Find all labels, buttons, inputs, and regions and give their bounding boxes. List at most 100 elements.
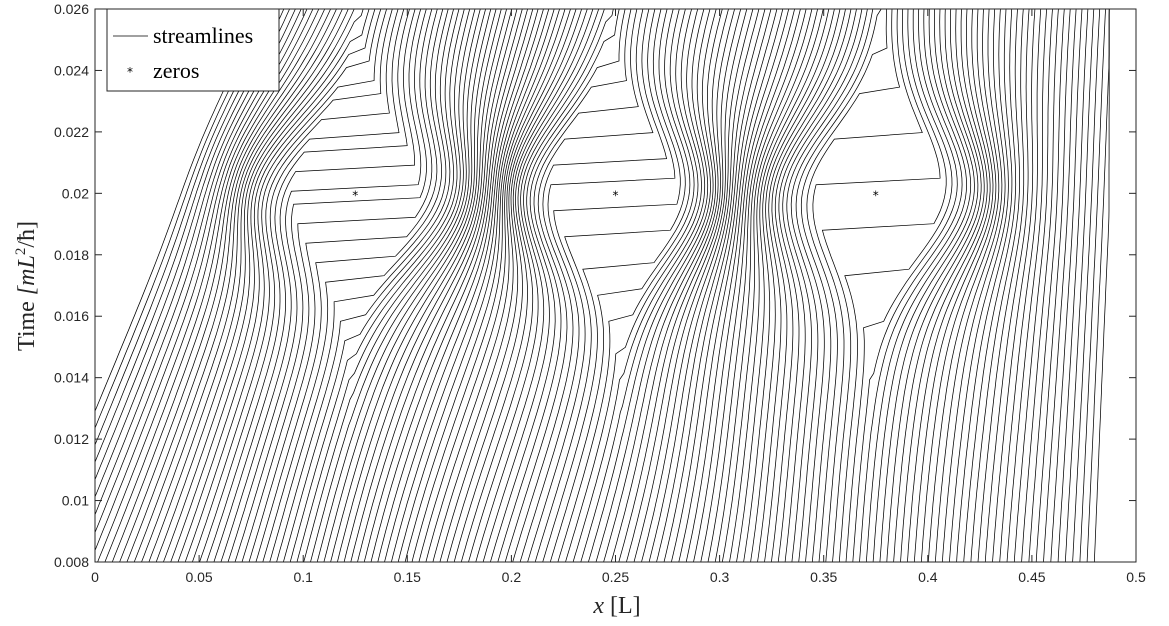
- y-tick-label: 0.026: [54, 1, 89, 17]
- y-axis-label-main: Time: [14, 301, 40, 351]
- streamline: [95, 9, 308, 552]
- streamline: [603, 9, 723, 562]
- y-axis-label-unit: [mL: [14, 255, 40, 295]
- streamline: [942, 9, 1006, 562]
- streamline: [736, 9, 830, 562]
- streamline: [512, 9, 668, 562]
- streamline: [350, 9, 518, 562]
- streamline: [241, 9, 433, 562]
- y-tick-label: 0.022: [54, 124, 89, 140]
- streamline: [580, 9, 709, 562]
- streamline: [95, 9, 279, 464]
- streamline: [213, 9, 410, 562]
- streamline: [992, 9, 1036, 562]
- streamline: [845, 9, 958, 562]
- streamline: [148, 9, 355, 562]
- streamline: [963, 9, 1017, 562]
- streamline: [370, 9, 534, 562]
- streamline: [1021, 9, 1059, 562]
- streamline: [920, 9, 997, 562]
- streamline: [927, 9, 1000, 562]
- streamline: [97, 9, 314, 562]
- streamline: [199, 9, 399, 562]
- x-tick-label: 0.5: [1126, 569, 1146, 585]
- x-axis-label: x [L]: [592, 593, 640, 619]
- streamline: [404, 9, 560, 562]
- zeros-markers: * * *: [352, 188, 879, 202]
- streamline: [886, 9, 982, 562]
- ticks: 0 0.05 0.1 0.15 0.2 0.25 0.3 0.35 0.4 0.45 0.5 0.00…: [54, 1, 1146, 585]
- streamline: [821, 9, 947, 562]
- streamline: [95, 9, 285, 481]
- streamline: [262, 9, 449, 562]
- streamline: [743, 9, 835, 562]
- streamline: [557, 9, 699, 562]
- streamline: [95, 9, 290, 498]
- x-tick-label: 0.15: [394, 569, 421, 585]
- streamline: [678, 9, 784, 562]
- streamline: [588, 9, 711, 562]
- y-tick-label: 0.018: [54, 247, 89, 263]
- zero-marker: *: [352, 188, 358, 202]
- streamline: [453, 9, 600, 562]
- streamline: [95, 9, 262, 413]
- y-axis-label-sup: 2: [13, 248, 29, 256]
- legend: streamlines * zeros: [106, 8, 280, 92]
- streamline: [391, 9, 550, 562]
- streamline: [192, 9, 393, 562]
- y-tick-label: 0.014: [54, 370, 89, 386]
- streamline: [418, 9, 571, 562]
- streamline: [316, 9, 492, 562]
- streamline: [806, 9, 923, 562]
- streamline: [934, 9, 1003, 562]
- legend-star-sample: *: [127, 65, 133, 79]
- streamline: [956, 9, 1013, 562]
- streamline: [1043, 9, 1077, 562]
- streamline: [1028, 9, 1065, 562]
- streamline: [1072, 9, 1101, 562]
- legend-entry-streamlines: streamlines: [153, 23, 253, 48]
- streamline: [693, 9, 795, 562]
- streamline: [782, 9, 868, 562]
- y-tick-label: 0.008: [54, 554, 89, 570]
- streamline: [949, 9, 1009, 562]
- streamline: [1006, 9, 1047, 562]
- streamline: [95, 9, 267, 430]
- x-tick-label: 0.4: [918, 569, 938, 585]
- x-axis-label-main: x: [592, 593, 604, 619]
- streamline: [446, 9, 594, 562]
- streamline: [852, 9, 963, 562]
- streamline: [468, 9, 614, 562]
- y-tick-label: 0.012: [54, 431, 89, 447]
- streamline: [95, 9, 302, 534]
- streamline: [384, 9, 544, 562]
- streamline: [1094, 9, 1110, 562]
- streamline: [838, 9, 953, 562]
- streamline: [859, 9, 967, 562]
- streamline: [283, 9, 465, 562]
- streamline: [460, 9, 605, 562]
- streamline: [795, 9, 888, 562]
- x-tick-label: 0.25: [602, 569, 629, 585]
- streamlines: [95, 9, 1110, 562]
- streamline: [357, 9, 523, 562]
- streamline: [119, 9, 331, 562]
- streamline: [206, 9, 405, 562]
- streamline: [812, 9, 941, 562]
- streamline: [542, 9, 691, 562]
- streamline: [519, 9, 676, 562]
- streamline: [618, 9, 735, 562]
- streamline: [641, 9, 754, 562]
- x-tick-label: 0: [91, 569, 99, 585]
- streamline: [977, 9, 1025, 562]
- streamline: [363, 9, 528, 562]
- streamline: [663, 9, 772, 562]
- streamline: [482, 9, 626, 562]
- streamline: [141, 9, 349, 562]
- streamline: [377, 9, 539, 562]
- streamline: [685, 9, 790, 562]
- streamline: [595, 9, 717, 562]
- streamline: [786, 9, 874, 562]
- x-axis-label-unit: [L]: [610, 593, 641, 619]
- streamline: [1050, 9, 1083, 562]
